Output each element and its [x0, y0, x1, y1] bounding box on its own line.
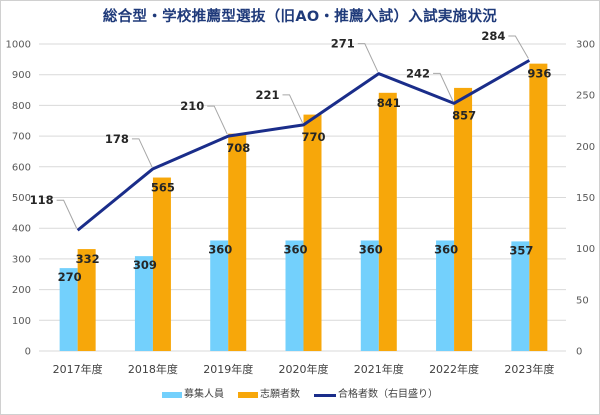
data-label-applicants: 936	[527, 67, 551, 81]
x-tick-label: 2019年度	[203, 362, 253, 376]
y-left-tick-label: 100	[12, 316, 31, 327]
y-left-tick-label: 700	[12, 132, 31, 143]
data-label-recruitment: 309	[133, 258, 157, 272]
data-label-recruitment: 360	[283, 242, 307, 256]
legend-swatch-recruitment	[162, 392, 182, 398]
legend-label-passers: 合格者数（右目盛り）	[338, 389, 438, 400]
y-left-tick-label: 300	[12, 254, 31, 265]
y-right-tick-label: 50	[576, 295, 589, 306]
data-label-recruitment: 360	[359, 242, 383, 256]
bar-recruitment	[59, 268, 78, 351]
legend-item-recruitment: 募集人員	[162, 389, 224, 401]
leader-line	[433, 72, 454, 102]
y-right-tick-label: 300	[576, 40, 595, 51]
data-label-applicants: 708	[226, 141, 250, 155]
y-right-tick-label: 0	[576, 347, 582, 358]
data-label-passers: 210	[180, 99, 204, 113]
data-label-recruitment: 360	[434, 242, 458, 256]
leader-line	[508, 35, 529, 59]
bar-applicants	[77, 249, 96, 351]
x-tick-label: 2021年度	[354, 362, 404, 376]
y-right-tick-label: 100	[576, 244, 595, 255]
y-left-tick-label: 1000	[6, 40, 31, 51]
bar-recruitment	[285, 240, 304, 351]
legend-label-applicants: 志願者数	[260, 389, 300, 400]
leader-line	[207, 105, 228, 135]
x-tick-label: 2018年度	[128, 362, 178, 376]
x-tick-label: 2023年度	[504, 362, 554, 376]
x-tick-label: 2017年度	[53, 362, 103, 376]
y-left-tick-label: 600	[12, 162, 31, 173]
data-label-recruitment: 357	[509, 243, 533, 257]
leader-line	[131, 138, 153, 168]
y-left-tick-label: 500	[12, 193, 31, 204]
bar-recruitment	[134, 256, 153, 351]
x-tick-label: 2022年度	[429, 362, 479, 376]
data-label-passers: 284	[481, 29, 505, 43]
data-label-passers: 221	[255, 88, 279, 102]
bar-applicants	[529, 63, 548, 351]
bar-applicants	[152, 177, 171, 351]
x-tick-label: 2020年度	[279, 362, 329, 376]
data-label-passers: 242	[406, 66, 430, 80]
leader-line	[56, 199, 78, 229]
bar-applicants	[454, 87, 473, 351]
data-label-applicants: 841	[377, 96, 401, 110]
data-label-applicants: 332	[76, 252, 100, 266]
legend-item-passers: 合格者数（右目盛り）	[314, 389, 438, 401]
data-label-recruitment: 360	[208, 242, 232, 256]
data-label-applicants: 857	[452, 108, 476, 122]
bar-recruitment	[210, 240, 229, 351]
legend-swatch-applicants	[238, 392, 258, 398]
data-label-applicants: 565	[151, 181, 175, 195]
data-label-recruitment: 270	[58, 270, 82, 284]
bar-applicants	[378, 92, 397, 352]
bar-applicants	[228, 133, 247, 351]
y-left-tick-label: 400	[12, 224, 31, 235]
bar-recruitment	[511, 241, 530, 351]
legend-item-applicants: 志願者数	[238, 389, 300, 401]
leader-line	[357, 43, 379, 72]
data-label-applicants: 770	[301, 130, 325, 144]
bar-recruitment	[436, 240, 455, 351]
data-label-passers: 271	[331, 37, 355, 51]
bar-recruitment	[360, 240, 379, 351]
y-right-tick-label: 200	[576, 142, 595, 153]
bar-applicants	[303, 114, 322, 351]
chart-title: 総合型・学校推薦型選抜（旧AO・推薦入試）入試実施状況	[102, 9, 498, 25]
line-passers	[76, 59, 531, 232]
y-left-tick-label: 800	[12, 101, 31, 112]
legend: 募集人員 志願者数 合格者数（右目盛り）	[0, 389, 600, 401]
data-label-passers: 178	[105, 132, 129, 146]
y-right-tick-label: 250	[576, 91, 595, 102]
leader-line	[282, 94, 303, 124]
y-left-tick-label: 0	[25, 347, 31, 358]
legend-swatch-passers	[314, 393, 336, 397]
y-right-tick-label: 150	[576, 193, 595, 204]
y-left-tick-label: 900	[12, 70, 31, 81]
y-left-tick-label: 200	[12, 285, 31, 296]
data-label-passers: 118	[30, 193, 54, 207]
legend-label-recruitment: 募集人員	[184, 389, 224, 400]
